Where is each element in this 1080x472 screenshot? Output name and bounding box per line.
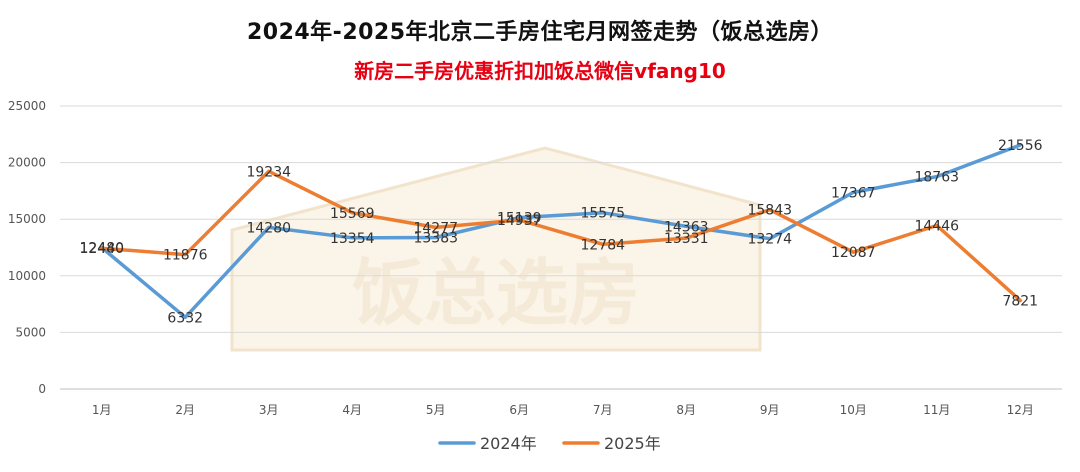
- legend: 2024年 2025年: [438, 434, 661, 453]
- x-tick-label: 11月: [923, 403, 950, 417]
- data-label-series-1: 21556: [998, 138, 1043, 154]
- data-label-series-1: 15575: [580, 206, 625, 222]
- watermark-house-shape: [230, 146, 762, 352]
- y-tick-label: 0: [38, 382, 46, 396]
- x-tick-label: 4月: [342, 403, 362, 417]
- chart-subtitle: 新房二手房优惠折扣加饭总微信vfang10: [354, 59, 726, 83]
- data-label-series-2: 7821: [1002, 293, 1038, 309]
- data-label-series-1: 17367: [831, 185, 876, 201]
- legend-label-2: 2025年: [604, 434, 661, 453]
- x-tick-label: 10月: [840, 403, 867, 417]
- data-label-series-1: 14363: [664, 219, 709, 235]
- data-label-series-2: 13331: [664, 231, 709, 247]
- data-label-series-2: 11876: [163, 248, 208, 264]
- legend-label-1: 2024年: [480, 434, 537, 453]
- data-label-series-1: 15139: [497, 211, 542, 227]
- data-label-series-2: 12784: [580, 237, 625, 253]
- x-tick-label: 6月: [509, 403, 529, 417]
- data-label-series-1: 13383: [413, 231, 458, 247]
- data-label-series-2: 12440: [79, 241, 124, 257]
- data-label-series-1: 13274: [747, 232, 792, 248]
- y-tick-label: 5000: [15, 325, 46, 339]
- series-line-2: [100, 169, 1023, 303]
- data-label-series-2: 12087: [831, 245, 876, 261]
- x-tick-label: 9月: [760, 403, 780, 417]
- y-tick-label: 10000: [8, 269, 46, 283]
- watermark-logo: 饭总选房: [230, 146, 762, 352]
- data-label-series-1: 14280: [246, 220, 291, 236]
- data-label-series-2: 15569: [330, 206, 375, 222]
- watermark-text: 饭总选房: [352, 251, 640, 335]
- y-tick-label: 20000: [8, 156, 46, 170]
- x-tick-label: 3月: [259, 403, 279, 417]
- data-label-series-1: 12480: [79, 241, 124, 257]
- x-tick-label: 12月: [1007, 403, 1034, 417]
- x-tick-label: 2月: [175, 403, 195, 417]
- data-label-series-1: 13354: [330, 231, 375, 247]
- data-label-series-2: 14446: [914, 218, 959, 234]
- y-tick-label: 15000: [8, 212, 46, 226]
- x-tick-label: 7月: [593, 403, 613, 417]
- chart-title: 2024年-2025年北京二手房住宅月网签走势（饭总选房）: [246, 20, 834, 45]
- data-label-series-2: 14277: [413, 220, 458, 236]
- data-label-series-1: 18763: [914, 170, 959, 186]
- data-label-series-2: 19234: [246, 164, 291, 180]
- x-tick-label: 5月: [426, 403, 446, 417]
- x-tick-label: 1月: [92, 403, 112, 417]
- data-label-series-1: 6332: [167, 310, 203, 326]
- data-label-series-2: 15843: [747, 203, 792, 219]
- y-tick-label: 25000: [8, 99, 46, 113]
- data-label-series-2: 14937: [497, 213, 542, 229]
- series-line-1: [100, 143, 1023, 320]
- x-tick-label: 8月: [676, 403, 696, 417]
